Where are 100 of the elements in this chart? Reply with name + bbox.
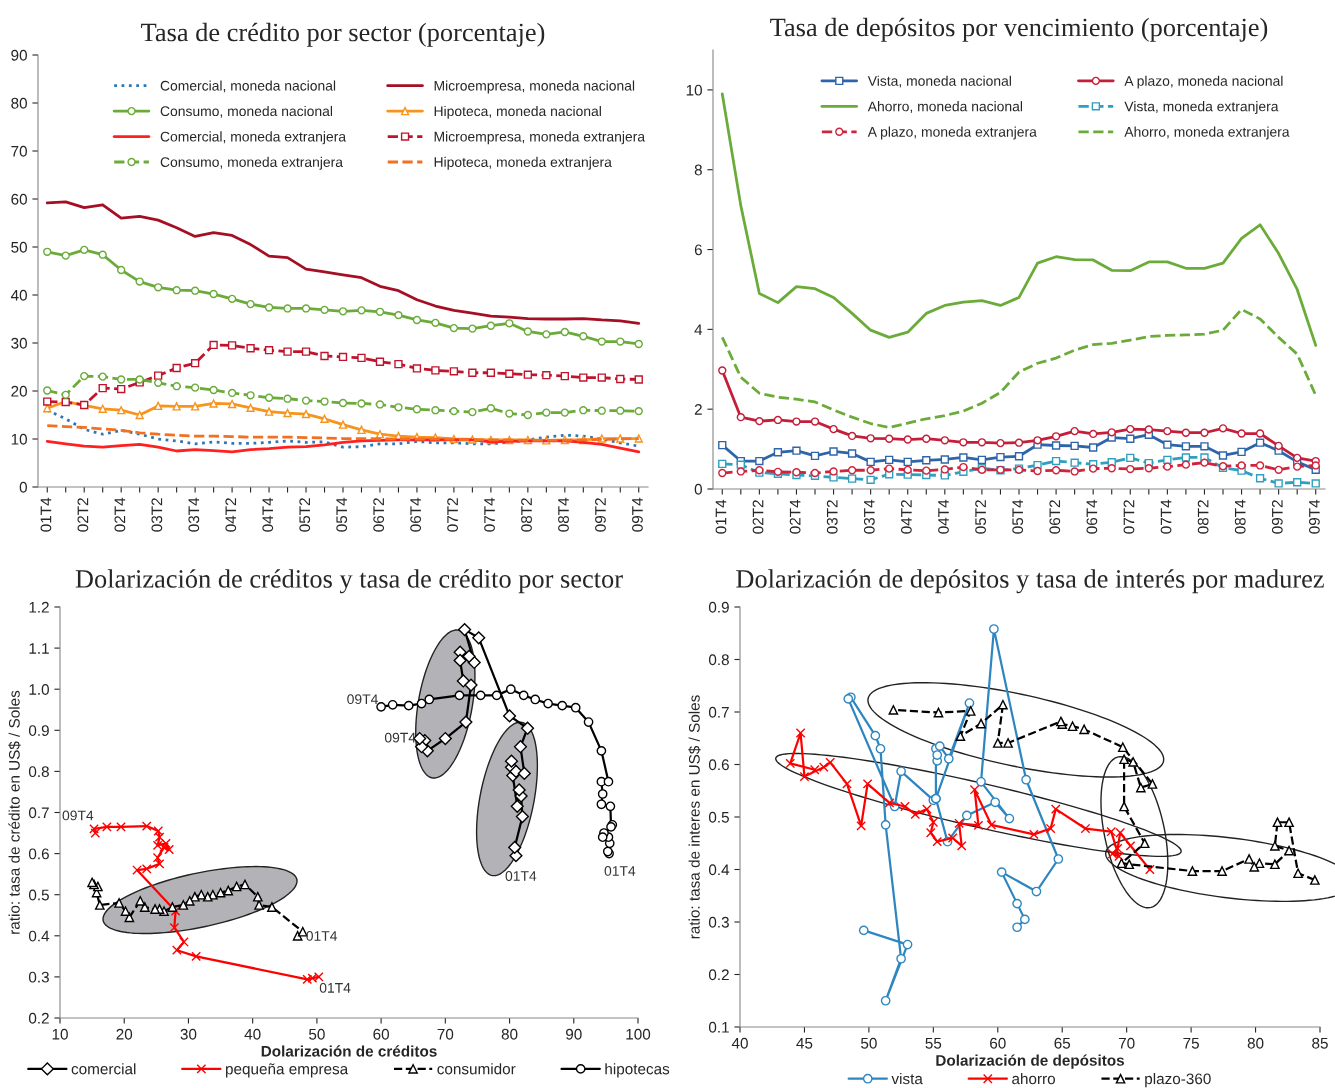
legend-label: Ahorro, moneda nacional xyxy=(867,101,1023,113)
x-tick-label: 90 xyxy=(566,1028,582,1040)
x-tick-label: 07T2 xyxy=(447,498,459,532)
x-tick-label: 09T2 xyxy=(1271,500,1283,534)
x-tick-label: 40 xyxy=(244,1028,261,1040)
y-tick-label: 0.5 xyxy=(28,889,49,901)
x-tick-label: 60 xyxy=(990,1037,1006,1049)
x-tick-label: 30 xyxy=(180,1028,197,1040)
x-tick-label: 02T2 xyxy=(77,498,89,532)
x-tick-label: 65 xyxy=(1054,1037,1071,1049)
x-tick-label: 75 xyxy=(1183,1037,1199,1049)
y-tick-label: 0.4 xyxy=(28,930,50,942)
y-tick-label: 1.1 xyxy=(29,643,49,654)
x-tick-label: 100 xyxy=(626,1028,651,1040)
x-tick-label: 03T2 xyxy=(826,500,838,534)
y-tick-label: 0.8 xyxy=(28,766,49,778)
y-tick-label: 90 xyxy=(11,49,27,61)
legend-label: hipotecas xyxy=(605,1063,670,1078)
x-tick-label: 50 xyxy=(861,1037,877,1049)
annotation: 01T4 xyxy=(306,930,338,941)
y-tick-label: 0 xyxy=(694,483,702,495)
x-tick-label: 05T4 xyxy=(1012,499,1024,534)
x-tick-label: 09T2 xyxy=(595,498,606,532)
chart-title: Dolarización de créditos y tasa de crédito por sector xyxy=(75,569,623,594)
y-tick-label: 4 xyxy=(694,324,703,335)
x-tick-label: 04T2 xyxy=(901,500,912,534)
legend-label: Comercial, moneda extranjera xyxy=(160,131,347,145)
legend-label: Consumo, moneda nacional xyxy=(160,105,333,118)
legend-label: Microempresa, moneda nacional xyxy=(434,80,635,94)
x-tick-label: 02T4 xyxy=(789,499,801,534)
x-tick-label: 70 xyxy=(1118,1037,1135,1049)
x-tick-label: 02T4 xyxy=(114,497,126,532)
x-tick-label: 01T4 xyxy=(40,497,52,532)
y-tick-label: 20 xyxy=(11,385,27,397)
x-tick-label: 01T4 xyxy=(715,499,727,534)
y-tick-label: 0.7 xyxy=(708,706,729,718)
x-tick-label: 80 xyxy=(501,1028,518,1040)
chart-title: Tasa de depósitos por vencimiento (porcentaje) xyxy=(770,17,1268,42)
x-tick-label: 06T2 xyxy=(373,498,385,532)
x-tick-label: 05T4 xyxy=(336,497,348,532)
legend-label: Consumo, moneda extranjera xyxy=(160,156,343,170)
y-tick-label: 0.2 xyxy=(28,1012,49,1024)
legend-label: Microempresa, moneda extranjera xyxy=(434,131,646,145)
y-tick-label: 2 xyxy=(694,404,702,415)
x-tick-label: 07T2 xyxy=(1123,500,1135,534)
y-tick-label: 70 xyxy=(11,145,27,157)
legend-label: Hipoteca, moneda nacional xyxy=(434,105,601,119)
x-tick-label: 70 xyxy=(437,1028,454,1040)
y-tick-label: 80 xyxy=(11,97,27,109)
y-tick-label: 0.9 xyxy=(28,725,49,736)
x-axis-title: Dolarización de créditos xyxy=(261,1045,437,1057)
legend-label: vista xyxy=(891,1073,923,1085)
legend-label: Vista, moneda nacional xyxy=(867,75,1011,88)
y-tick-label: 1.0 xyxy=(29,684,49,695)
annotation: 01T4 xyxy=(505,871,537,881)
annotation: 01T4 xyxy=(319,982,351,993)
y-tick-label: 0.2 xyxy=(708,969,729,981)
y-tick-label: 60 xyxy=(11,193,27,205)
x-tick-label: 10 xyxy=(52,1028,68,1040)
legend-label: plazo-360 xyxy=(1145,1073,1211,1088)
legend-label: A plazo, moneda nacional xyxy=(1124,75,1283,89)
legend-label: pequeña empresa xyxy=(226,1063,349,1078)
y-axis-title: ratio: tasa de crédito en US$ / Soles xyxy=(8,690,21,934)
x-tick-label: 09T4 xyxy=(1309,499,1320,534)
y-tick-label: 40 xyxy=(10,289,27,301)
x-tick-label: 05T2 xyxy=(299,498,311,532)
x-tick-label: 03T2 xyxy=(151,498,163,532)
legend-label: Ahorro, moneda extranjera xyxy=(1124,126,1290,140)
x-tick-label: 06T4 xyxy=(410,497,422,532)
y-tick-label: 0.1 xyxy=(708,1021,729,1033)
legend-label: Hipoteca, moneda extranjera xyxy=(434,156,612,170)
legend-label: consumidor xyxy=(437,1063,516,1075)
y-tick-label: 10 xyxy=(11,433,27,445)
legend-label: Vista, moneda extranjera xyxy=(1124,101,1279,115)
legend-label: comercial xyxy=(71,1063,136,1075)
y-tick-label: 1.2 xyxy=(29,601,49,613)
y-tick-label: 0.8 xyxy=(708,654,729,666)
y-tick-label: 6 xyxy=(694,244,702,256)
y-tick-label: 0 xyxy=(19,481,27,493)
x-tick-label: 20 xyxy=(116,1028,133,1040)
y-tick-label: 10 xyxy=(686,84,702,96)
x-tick-label: 80 xyxy=(1247,1037,1264,1049)
x-tick-label: 40 xyxy=(731,1037,748,1049)
y-tick-label: 8 xyxy=(694,164,702,176)
x-tick-label: 06T2 xyxy=(1049,500,1061,534)
x-tick-label: 02T2 xyxy=(752,500,764,534)
x-tick-label: 09T4 xyxy=(632,497,643,532)
x-tick-label: 04T4 xyxy=(262,497,274,532)
x-tick-label: 45 xyxy=(796,1037,813,1049)
x-tick-label: 08T4 xyxy=(1234,499,1246,534)
y-tick-label: 0.3 xyxy=(708,916,729,928)
x-tick-label: 06T4 xyxy=(1086,499,1098,534)
legend-label: ahorro xyxy=(1012,1073,1055,1085)
x-axis-title: Dolarización de depósitos xyxy=(936,1054,1125,1069)
y-tick-label: 0.6 xyxy=(708,759,729,771)
y-tick-label: 0.6 xyxy=(28,848,49,860)
x-tick-label: 07T4 xyxy=(484,497,495,532)
x-tick-label: 04T2 xyxy=(225,498,237,532)
chart-title: Dolarización de depósitos y tasa de interés por madurez xyxy=(736,569,1324,594)
y-axis-title: ratio: tasa de interes en US$ / Soles xyxy=(688,695,701,939)
